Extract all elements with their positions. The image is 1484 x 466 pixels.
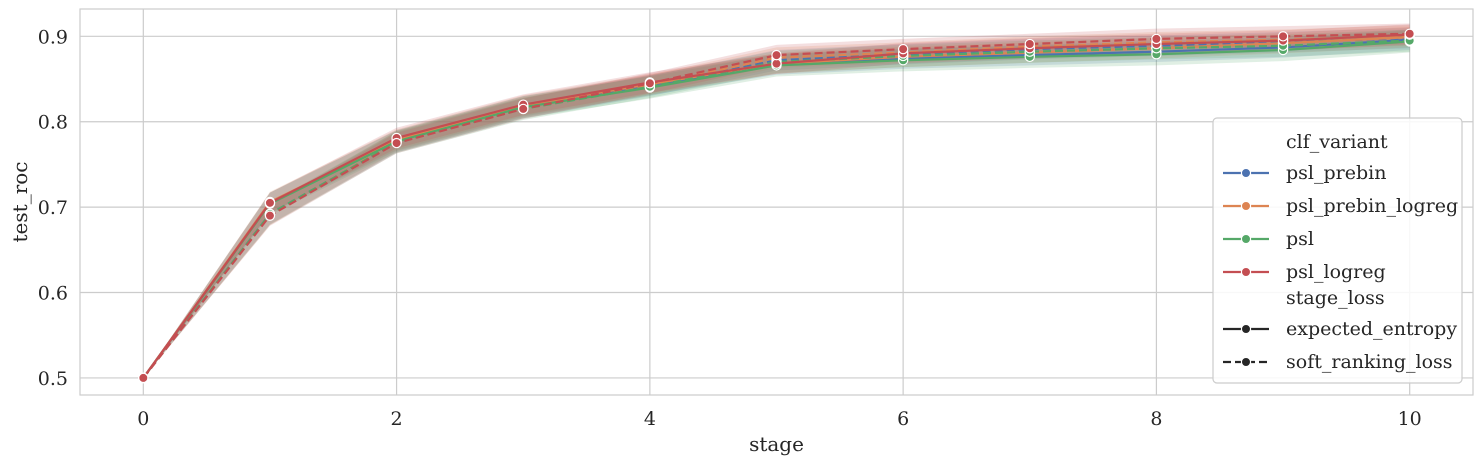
- legend-marker-expected_entropy: [1240, 323, 1252, 335]
- y-tick-label: 0.8: [38, 112, 68, 134]
- legend-hue-title: clf_variant: [1286, 131, 1388, 153]
- x-tick-label: 0: [137, 408, 149, 430]
- series-line-psl_logreg-soft_ranking_loss: [142, 32, 1410, 379]
- legend-frame: [1212, 117, 1463, 384]
- legend-style-title: stage_loss: [1286, 287, 1385, 309]
- legend-label-psl_logreg: psl_logreg: [1286, 261, 1386, 283]
- x-tick-label: 4: [644, 408, 656, 430]
- data-point-psl_logreg: [264, 210, 276, 221]
- legend-label-psl: psl: [1286, 228, 1314, 250]
- y-tick-label: 0.9: [38, 26, 68, 48]
- data-point-psl_logreg: [1277, 31, 1289, 42]
- band-layer: [143, 23, 1410, 378]
- legend-label-soft_ranking_loss: soft_ranking_loss: [1286, 351, 1453, 373]
- data-point-psl_logreg: [897, 43, 909, 55]
- legend: clf_variant psl_prebinpsl_prebin_logregp…: [1212, 117, 1463, 384]
- legend-style-items: expected_entropy soft_ranking_loss: [1223, 318, 1457, 373]
- legend-label-expected_entropy: expected_entropy: [1286, 318, 1457, 340]
- marker-layer: [138, 28, 1415, 384]
- confidence-band-psl-expected_entropy: [143, 30, 1410, 378]
- confidence-band-psl_prebin_logreg-expected_entropy: [143, 26, 1410, 378]
- x-tick-label: 10: [1398, 408, 1422, 430]
- data-point-psl_logreg: [1024, 38, 1035, 50]
- data-point-psl_logreg: [771, 49, 782, 61]
- y-tick-label: 0.6: [38, 283, 68, 305]
- legend-marker-psl: [1240, 233, 1252, 245]
- legend-marker-psl_prebin: [1240, 167, 1252, 179]
- x-tick-label: 8: [1150, 408, 1162, 430]
- y-axis-label: test_roc: [8, 162, 32, 243]
- confidence-band-psl_prebin-soft_ranking_loss: [143, 27, 1410, 378]
- y-tick-label: 0.7: [38, 197, 68, 219]
- confidence-band-psl_prebin-expected_entropy: [143, 29, 1410, 378]
- data-point-psl_logreg: [138, 372, 149, 384]
- confidence-band-psl_logreg-expected_entropy: [143, 24, 1410, 378]
- data-point-psl_logreg: [771, 58, 782, 69]
- data-point-psl_logreg: [644, 78, 656, 89]
- data-point-psl_logreg: [1151, 33, 1162, 45]
- legend-label-psl_prebin: psl_prebin: [1286, 162, 1386, 184]
- x-axis-label: stage: [749, 432, 804, 456]
- data-point-psl_logreg: [264, 197, 276, 209]
- plot-frame: [79, 8, 1474, 396]
- legend-marker-psl_logreg: [1240, 266, 1252, 278]
- legend-marker-soft_ranking_loss: [1240, 356, 1252, 368]
- y-tick-label: 0.5: [38, 368, 68, 390]
- data-point-psl_logreg: [1404, 28, 1415, 39]
- legend-label-psl_prebin_logreg: psl_prebin_logreg: [1286, 195, 1458, 217]
- data-point-psl_logreg: [391, 137, 402, 149]
- confidence-band-psl-soft_ranking_loss: [143, 29, 1410, 378]
- x-tick-label: 6: [897, 408, 909, 430]
- legend-marker-psl_prebin_logreg: [1240, 200, 1252, 212]
- data-point-psl_logreg: [518, 103, 529, 115]
- x-tick-label: 2: [391, 408, 403, 430]
- tick-layer: 0 2 4 6 8 10 0.5 0.6 0.7 0.8 0.9: [38, 26, 1422, 430]
